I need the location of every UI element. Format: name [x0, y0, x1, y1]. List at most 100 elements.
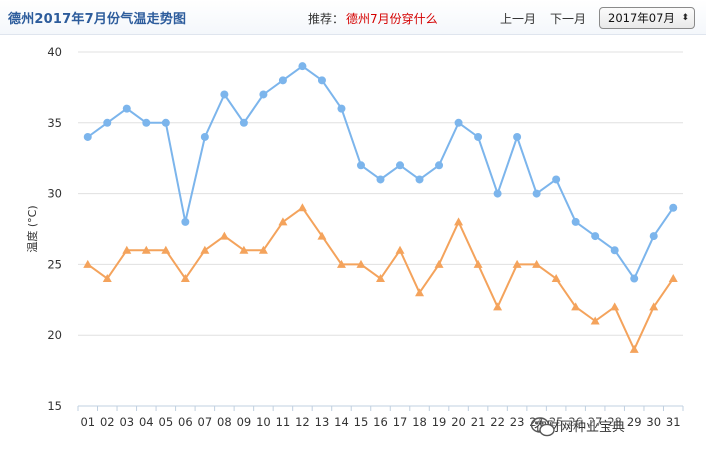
- y-tick-label: 40: [47, 45, 62, 59]
- watermark-text: 农财网种业宝典: [534, 420, 626, 435]
- data-point-low: [317, 231, 327, 240]
- data-point-low: [83, 259, 93, 268]
- data-point-high: [220, 90, 229, 99]
- x-tick-label: 30: [646, 415, 661, 429]
- data-point-low: [415, 288, 425, 297]
- y-tick-label: 30: [47, 187, 62, 201]
- y-axis-title: 温度 (°C): [25, 205, 39, 252]
- data-point-high: [396, 161, 405, 170]
- data-point-low: [395, 245, 405, 254]
- data-point-high: [513, 132, 522, 141]
- x-tick-label: 09: [237, 415, 252, 429]
- series-line-high: [87, 65, 675, 280]
- data-point-high: [103, 118, 112, 127]
- x-tick-label: 17: [393, 415, 408, 429]
- prev-month-link[interactable]: 上一月: [500, 12, 537, 26]
- data-point-high: [376, 175, 385, 184]
- x-tick-label: 26: [568, 415, 583, 429]
- x-tick-label: 06: [178, 415, 193, 429]
- data-point-low: [161, 245, 171, 254]
- data-point-high: [298, 62, 307, 71]
- x-tick-label: 04: [139, 415, 154, 429]
- y-tick-label: 35: [47, 116, 62, 130]
- data-point-low: [102, 274, 112, 283]
- y-tick-label: 25: [47, 257, 62, 271]
- data-point-high: [356, 161, 365, 170]
- select-arrows-icon: ⬍: [681, 13, 689, 23]
- series-layer: [83, 62, 678, 353]
- data-point-low: [629, 344, 639, 353]
- x-tick-label: 14: [334, 415, 349, 429]
- axes: [77, 405, 684, 411]
- x-tick-label: 08: [217, 415, 232, 429]
- data-point-low: [376, 274, 385, 283]
- next-month-link[interactable]: 下一月: [550, 12, 587, 26]
- x-tick-label: 28: [607, 415, 622, 429]
- data-point-high: [278, 76, 287, 85]
- watermark: 农财网种业宝典: [530, 416, 626, 437]
- data-point-high: [493, 189, 502, 198]
- data-point-low: [434, 259, 444, 268]
- data-point-high: [630, 274, 639, 283]
- data-point-low: [258, 245, 268, 254]
- x-tick-label: 07: [198, 415, 213, 429]
- month-select-value: 2017年07月: [608, 11, 675, 25]
- x-tick-label: 27: [588, 415, 603, 429]
- y-tick-label: 15: [47, 399, 62, 413]
- data-point-high: [83, 132, 92, 141]
- data-point-low: [356, 259, 366, 268]
- series-low: [83, 203, 678, 353]
- x-tick-label: 13: [315, 415, 330, 429]
- x-tick-label: 19: [432, 415, 447, 429]
- data-point-high: [337, 104, 346, 113]
- chart-header: 德州2017年7月份气温走势图 推荐： 德州7月份穿什么 上一月 下一月 201…: [0, 0, 706, 35]
- x-tick-label: 05: [159, 415, 174, 429]
- data-point-high: [454, 118, 463, 127]
- data-point-high: [571, 217, 580, 226]
- data-point-low: [278, 217, 288, 226]
- x-tick-label: 15: [354, 415, 369, 429]
- data-point-high: [142, 118, 151, 127]
- data-point-low: [200, 245, 210, 254]
- data-point-high: [122, 104, 131, 113]
- x-tick-label: 25: [549, 415, 564, 429]
- y-tick-label: 20: [47, 328, 62, 342]
- y-tick-labels: 15 20 25 30 35 40: [47, 45, 62, 413]
- x-tick-label: 02: [100, 415, 115, 429]
- x-tick-label: 20: [451, 415, 466, 429]
- x-tick-label: 11: [276, 415, 291, 429]
- data-point-low: [122, 245, 132, 254]
- x-tick-label: 01: [80, 415, 95, 429]
- data-point-high: [259, 90, 268, 99]
- data-point-high: [591, 232, 600, 241]
- data-point-low: [649, 302, 659, 311]
- data-point-low: [532, 259, 542, 268]
- month-select[interactable]: 2017年07月 ⬍: [599, 7, 695, 29]
- data-point-high: [239, 118, 248, 127]
- data-point-high: [317, 76, 326, 85]
- data-point-low: [590, 316, 600, 325]
- grid-lines: [78, 51, 683, 336]
- data-point-high: [552, 175, 561, 184]
- data-point-low: [571, 302, 581, 311]
- data-point-high: [532, 189, 541, 198]
- data-point-high: [415, 175, 424, 184]
- x-tick-label: 22: [490, 415, 505, 429]
- data-point-high: [435, 161, 444, 170]
- data-point-low: [336, 259, 346, 268]
- data-point-high: [669, 203, 678, 212]
- x-tick-label: 23: [510, 415, 525, 429]
- data-point-low: [493, 302, 503, 311]
- data-point-low: [610, 302, 620, 311]
- data-point-low: [668, 274, 678, 283]
- data-point-low: [219, 231, 229, 240]
- x-tick-labels: 01 02 03 04 05 06 07 08 09 10 11 12 13 14 15 16 17 18 19 20…: [80, 415, 680, 429]
- x-tick-label: 16: [373, 415, 388, 429]
- recommend-link[interactable]: 德州7月份穿什么: [346, 12, 438, 26]
- data-point-low: [239, 245, 249, 254]
- data-point-high: [610, 246, 619, 255]
- data-point-high: [181, 217, 190, 226]
- x-tick-label: 31: [666, 415, 681, 429]
- wechat-icon: [530, 417, 555, 437]
